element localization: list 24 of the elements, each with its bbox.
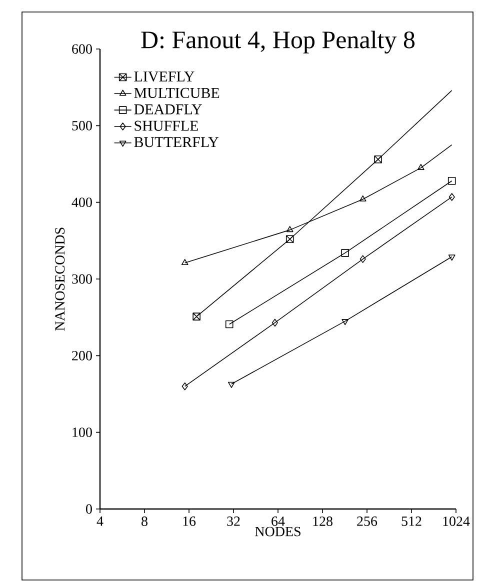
x-tick-label: 4 bbox=[96, 516, 104, 526]
legend-label: LIVEFLY bbox=[134, 72, 194, 82]
x-tick-label: 1024 bbox=[443, 516, 470, 526]
y-tick-label: 300 bbox=[72, 274, 92, 284]
x-tick-label: 64 bbox=[272, 516, 285, 526]
x-tick-label: 8 bbox=[142, 516, 148, 526]
y-tick-label: 500 bbox=[72, 120, 92, 130]
x-axis-title: NODES bbox=[255, 526, 300, 536]
y-tick-label: 100 bbox=[72, 428, 92, 438]
y-tick-label: 200 bbox=[72, 350, 92, 360]
y-axis-title: NANOSECONDS bbox=[55, 228, 65, 331]
x-tick-label: 512 bbox=[402, 516, 422, 526]
y-tick-label: 600 bbox=[72, 44, 92, 54]
x-tick-label: 128 bbox=[313, 516, 332, 526]
y-tick-label: 400 bbox=[72, 198, 92, 208]
legend-label: MULTICUBE bbox=[134, 88, 220, 98]
legend-label: SHUFFLE bbox=[134, 120, 198, 131]
legend-label: DEADFLY bbox=[134, 104, 202, 114]
x-tick-label: 32 bbox=[227, 516, 240, 526]
legend-label: BUTTERFLY bbox=[134, 137, 219, 148]
y-tick-label: 0 bbox=[86, 504, 92, 514]
x-tick-label: 256 bbox=[357, 516, 378, 526]
chart-title: D: Fanout 4, Hop Penalty 8 bbox=[141, 30, 415, 54]
x-tick-label: 16 bbox=[183, 516, 196, 526]
